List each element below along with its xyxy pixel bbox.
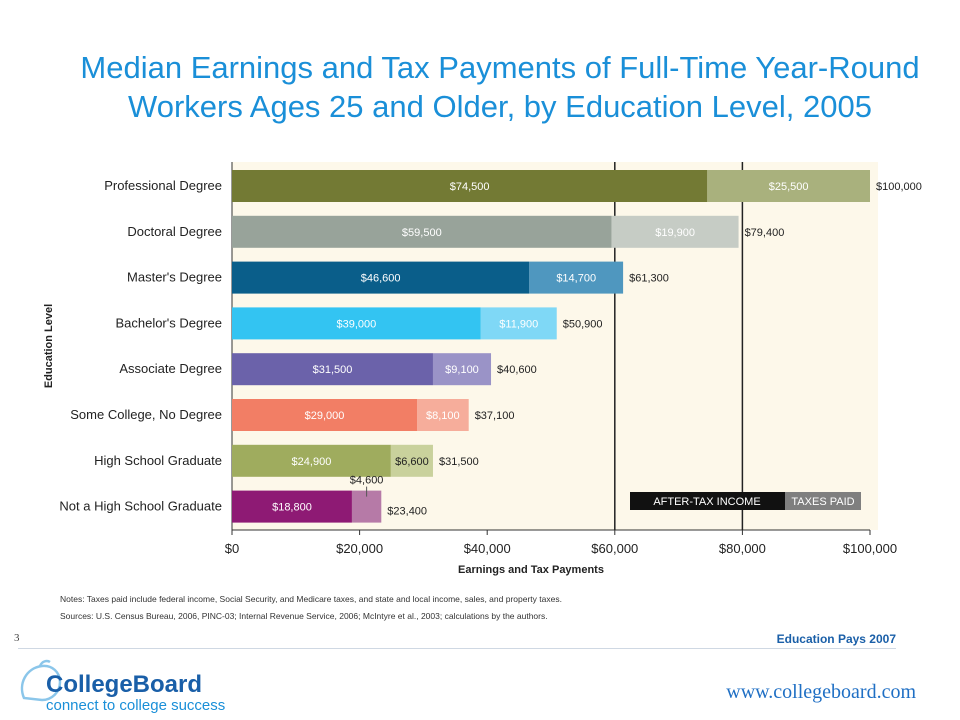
tax-value-label-3: $11,900 [499, 318, 538, 330]
y-axis-title: Education Level [43, 304, 55, 388]
x-tick-label-1: $20,000 [336, 541, 383, 556]
total-label-1: $79,400 [745, 227, 785, 239]
income-value-label-5: $29,000 [305, 410, 345, 422]
category-label-4: Associate Degree [119, 361, 222, 376]
total-label-0: $100,000 [876, 181, 922, 193]
income-bar-3 [232, 307, 481, 340]
total-label-4: $40,600 [497, 364, 537, 376]
title-line-2: Workers Ages 25 and Older, by Education … [128, 89, 872, 124]
tax-bar-0 [707, 170, 870, 202]
income-bar-0 [232, 170, 708, 202]
category-label-5: Some College, No Degree [70, 407, 222, 422]
income-bar-5 [232, 399, 418, 431]
acorn-icon: CollegeBoard connect to college success [20, 659, 225, 714]
x-tick-label-3: $60,000 [591, 541, 638, 556]
category-label-2: Master's Degree [127, 270, 222, 285]
income-value-label-3: $39,000 [337, 318, 377, 330]
website-link[interactable]: www.collegeboard.com [726, 681, 916, 703]
legend-taxes-swatch [785, 492, 861, 510]
college-board-logo: CollegeBoard connect to college success [16, 658, 256, 719]
income-bar-1 [232, 215, 612, 248]
tax-value-label-5: $8,100 [426, 410, 460, 422]
footer-divider [18, 648, 896, 649]
chart-title: Median Earnings and Tax Payments of Full… [40, 48, 960, 126]
footer-title: Education Pays 2007 [776, 632, 896, 646]
logo-text: CollegeBoard [46, 671, 202, 698]
income-value-label-6: $24,900 [292, 456, 332, 468]
income-value-label-1: $59,500 [402, 227, 442, 239]
total-label-6: $31,500 [439, 456, 479, 468]
x-tick-label-4: $80,000 [719, 541, 766, 556]
x-tick-label-0: $0 [225, 541, 239, 556]
tax-bar-2 [529, 261, 624, 294]
income-value-label-7: $18,800 [272, 502, 312, 514]
title-line-1: Median Earnings and Tax Payments of Full… [80, 50, 920, 85]
total-label-7: $23,400 [387, 506, 427, 518]
tax-value-label-4: $9,100 [445, 364, 479, 376]
bar-chart: $0 $20,000 $40,000 $60,000 $80,000 $100,000 Ea… [43, 162, 922, 576]
legend-after-tax-label: AFTER-TAX INCOME [653, 496, 760, 508]
tax-value-label-7: $4,600 [350, 475, 384, 487]
income-bar-4 [232, 353, 433, 386]
tax-value-label-1: $19,900 [655, 227, 695, 239]
tax-value-label-6: $6,600 [395, 456, 429, 468]
income-value-label-2: $46,600 [361, 273, 401, 285]
income-bar-2 [232, 261, 530, 294]
tax-bar-3 [480, 307, 557, 340]
tax-bar-5 [417, 399, 469, 431]
tax-bar-6 [390, 444, 433, 477]
x-tick-label-5: $100,000 [843, 541, 897, 556]
income-value-label-4: $31,500 [313, 364, 353, 376]
category-label-0: Professional Degree [104, 178, 222, 193]
chart-notes: Notes: Taxes paid include federal income… [60, 594, 562, 604]
tax-value-label-2: $14,700 [556, 273, 596, 285]
income-bar-6 [232, 444, 391, 477]
page-number: 3 [14, 632, 20, 644]
tax-bar-1 [611, 215, 739, 248]
tax-bar-4 [432, 353, 492, 386]
chart-sources: Sources: U.S. Census Bureau, 2006, PINC-… [60, 611, 548, 621]
logo-tagline: connect to college success [46, 697, 225, 714]
tax-value-label-0: $25,500 [769, 181, 809, 193]
legend-taxes-label: TAXES PAID [791, 496, 854, 508]
x-tick-label-2: $40,000 [464, 541, 511, 556]
category-label-7: Not a High School Graduate [59, 499, 222, 514]
category-label-1: Doctoral Degree [127, 224, 222, 239]
category-label-3: Bachelor's Degree [115, 315, 222, 330]
total-label-2: $61,300 [629, 273, 669, 285]
legend-after-tax-swatch [630, 492, 785, 510]
category-label-6: High School Graduate [94, 453, 222, 468]
x-axis-title: Earnings and Tax Payments [458, 564, 604, 576]
income-value-label-0: $74,500 [450, 181, 490, 193]
total-label-3: $50,900 [563, 318, 603, 330]
total-label-5: $37,100 [475, 410, 515, 422]
income-bar-7 [232, 490, 352, 523]
